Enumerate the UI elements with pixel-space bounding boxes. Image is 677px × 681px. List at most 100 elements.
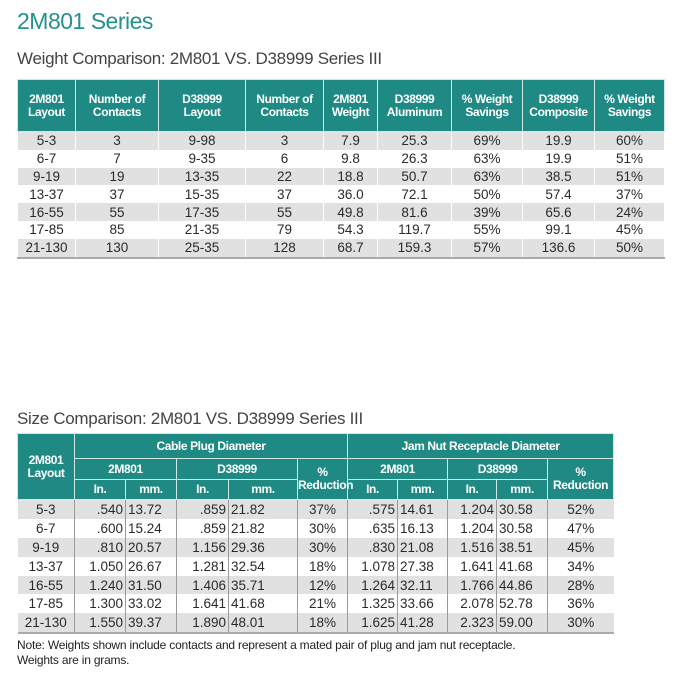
table-cell: 18%: [296, 613, 348, 634]
table-cell: 5-3: [17, 499, 75, 519]
table-cell: 6-7: [35, 520, 56, 536]
table-cell: 18.8: [323, 167, 378, 186]
table-cell: 19: [75, 167, 159, 186]
plug-2m801-header: 2M801: [74, 458, 177, 480]
table-cell: 13.72: [125, 499, 177, 519]
table-cell: 85: [75, 220, 159, 239]
table-cell: 33.02: [125, 594, 177, 614]
table-cell: 27.38: [397, 556, 448, 576]
table-cell: .600: [74, 518, 126, 538]
table-cell: 1.406: [176, 575, 229, 595]
note-line: Weights are in grams.: [17, 653, 130, 667]
column-header: % Weight Savings: [451, 79, 523, 132]
table-cell: 1.641: [447, 556, 497, 576]
table-cell: 19.9: [522, 149, 595, 168]
table-cell: 21.82: [228, 499, 298, 519]
table-cell: 9.8: [323, 149, 378, 168]
unit-header: mm.: [397, 479, 449, 500]
table-row: 5-3 3 9-98 3 7.9 25.3 69% 19.9 60%: [17, 131, 665, 150]
size-table-caption: Size Comparison: 2M801 VS. D38999 Series…: [17, 409, 363, 428]
table-cell: 9-98: [158, 131, 246, 150]
table-cell: 1.204: [447, 499, 497, 519]
table-cell: 65.6: [522, 203, 595, 221]
table-cell: 17-35: [158, 203, 246, 221]
table-cell: 68.7: [323, 238, 378, 258]
table-row: 16-55 55 17-35 55 49.8 81.6 39% 65.6 24%: [17, 203, 665, 221]
table-cell: 7.9: [323, 131, 378, 150]
table-cell: 24%: [594, 203, 665, 221]
weight-table-caption: Weight Comparison: 2M801 VS. D38999 Seri…: [17, 49, 382, 68]
table-cell: 39.37: [125, 613, 177, 634]
jam-2m801-header: 2M801: [347, 458, 449, 480]
jam-d38999-header: D38999: [447, 458, 549, 480]
table-cell: 33.66: [397, 594, 448, 614]
weight-comparison-table: 2M801 Layout Number of Contacts D38999 Layout…: [17, 79, 665, 259]
table-cell: 1.156: [176, 537, 229, 557]
table-cell: 30%: [296, 518, 348, 538]
table-row: 17-85 85 21-35 79 54.3 119.7 55% 99.1 45%: [17, 220, 665, 239]
table-cell: 50%: [451, 185, 523, 204]
table-row: 16-55 1.240 31.50 1.406 35.71 12% 1.264 32.11 1.…: [17, 575, 614, 595]
table-cell: .810: [74, 537, 126, 557]
table-cell: 39%: [451, 203, 523, 221]
table-cell: 1.204: [447, 518, 497, 538]
table-cell: 1.516: [447, 537, 497, 557]
unit-header: In.: [74, 479, 126, 500]
table-cell: 1.078: [347, 556, 398, 576]
table-cell: 6: [245, 149, 324, 168]
table-cell: .830: [347, 537, 398, 557]
table-cell: 16-55: [17, 203, 76, 221]
table-cell: 50.7: [377, 167, 452, 186]
table-cell: 21-130: [17, 238, 76, 258]
table-cell: 13-37: [28, 558, 64, 574]
table-cell: 45%: [594, 220, 665, 239]
table-cell: 1.625: [347, 613, 398, 634]
table-cell: 51%: [594, 149, 665, 168]
table-cell: 1.281: [176, 556, 229, 576]
table-cell: 49.8: [323, 203, 378, 221]
table-cell: 9-19: [17, 537, 75, 557]
table-cell: 37: [245, 185, 324, 204]
table-cell: 9-19: [17, 167, 76, 186]
table-cell: 45%: [547, 537, 614, 557]
table-cell: 69%: [451, 131, 523, 150]
table-cell: 3: [75, 131, 159, 150]
table-cell: 59.00: [496, 613, 548, 634]
table-cell: 57.4: [522, 185, 595, 204]
unit-header: In.: [176, 479, 229, 500]
table-cell: 15-35: [158, 185, 246, 204]
table-cell: 34%: [547, 556, 614, 576]
table-cell: 41.28: [397, 613, 448, 634]
note-line: Note: Weights shown include contacts and…: [17, 638, 516, 652]
table-cell: 21%: [296, 594, 348, 614]
unit-header: In.: [347, 479, 399, 500]
table-cell: 37%: [296, 499, 348, 519]
plug-d38999-header: D38999: [176, 458, 298, 480]
table-cell: 55%: [451, 220, 523, 239]
table-cell: 1.641: [176, 594, 229, 614]
jam-reduction-header: % Reduction: [547, 458, 615, 500]
table-cell: 28%: [547, 575, 614, 595]
table-cell: 15.24: [125, 518, 177, 538]
table-row: 13-37 1.050 26.67 1.281 32.54 18% 1.078 27.38 1.…: [18, 556, 614, 576]
table-row: 9-19 19 13-35 22 18.8 50.7 63% 38.5 51%: [17, 167, 665, 186]
table-cell: 1.264: [347, 575, 398, 595]
table-cell: .635: [347, 518, 398, 538]
table-cell: 1.325: [347, 594, 398, 614]
table-cell: 21-35: [158, 220, 246, 239]
table-cell: 26.3: [377, 149, 452, 168]
table-cell: 119.7: [377, 220, 452, 239]
table-cell: 35.71: [228, 575, 298, 595]
table-cell: 60%: [594, 131, 665, 150]
table-cell: 1.766: [447, 575, 497, 595]
table-cell: 128: [245, 238, 324, 258]
unit-header: mm.: [496, 479, 549, 500]
table-cell: 130: [75, 238, 159, 258]
table-cell: 52%: [547, 499, 614, 519]
column-header: Number of Contacts: [245, 79, 324, 132]
table-cell: 63%: [451, 167, 523, 186]
table-cell: 14.61: [397, 499, 448, 519]
table-cell: 50%: [594, 238, 665, 258]
table-cell: .859: [176, 518, 229, 538]
size-comparison-table: 2M801 Layout Cable Plug Diameter Jam Nut …: [17, 433, 615, 635]
